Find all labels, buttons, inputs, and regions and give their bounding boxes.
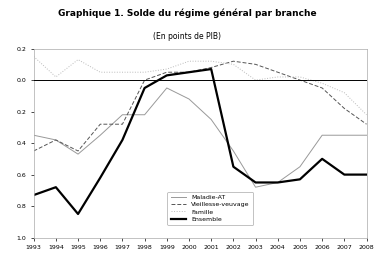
Vieillesse-veuvage [231,60,236,63]
Line: Maladie-AT: Maladie-AT [34,88,367,187]
Ensemble [53,185,58,189]
Famille [76,58,80,61]
Maladie-AT [142,113,147,116]
Famille [298,75,302,79]
Vieillesse-veuvage [276,71,280,74]
Vieillesse-veuvage [165,71,169,74]
Maladie-AT [165,86,169,90]
Famille [231,63,236,66]
Maladie-AT [76,153,80,156]
Maladie-AT [342,134,347,137]
Vieillesse-veuvage [364,123,369,126]
Famille [98,71,102,74]
Text: (En points de PIB): (En points de PIB) [153,32,221,41]
Famille [120,71,125,74]
Famille [142,71,147,74]
Ensemble [253,181,258,184]
Maladie-AT [320,134,324,137]
Maladie-AT [98,134,102,137]
Ensemble [209,68,214,71]
Ensemble [142,86,147,90]
Vieillesse-veuvage [98,123,102,126]
Ensemble [231,165,236,168]
Line: Famille: Famille [34,56,367,115]
Famille [276,75,280,79]
Ensemble [320,157,324,160]
Maladie-AT [364,134,369,137]
Famille [364,113,369,116]
Vieillesse-veuvage [76,149,80,153]
Ensemble [120,138,125,141]
Ensemble [31,193,36,197]
Famille [31,55,36,58]
Ensemble [364,173,369,176]
Vieillesse-veuvage [320,86,324,90]
Text: Graphique 1. Solde du régime général par branche: Graphique 1. Solde du régime général par… [58,8,316,18]
Maladie-AT [276,181,280,184]
Famille [187,60,191,63]
Ensemble [76,212,80,215]
Famille [342,91,347,94]
Maladie-AT [209,118,214,121]
Line: Ensemble: Ensemble [34,69,367,214]
Ensemble [98,176,102,179]
Ensemble [298,178,302,181]
Maladie-AT [231,149,236,153]
Vieillesse-veuvage [142,79,147,82]
Maladie-AT [187,97,191,101]
Vieillesse-veuvage [187,71,191,74]
Ensemble [165,74,169,77]
Famille [320,82,324,85]
Maladie-AT [120,113,125,116]
Vieillesse-veuvage [253,63,258,66]
Line: Vieillesse-veuvage: Vieillesse-veuvage [34,61,367,151]
Ensemble [342,173,347,176]
Ensemble [276,181,280,184]
Vieillesse-veuvage [209,66,214,69]
Maladie-AT [253,185,258,189]
Vieillesse-veuvage [342,107,347,110]
Vieillesse-veuvage [31,149,36,153]
Famille [209,60,214,63]
Famille [165,68,169,71]
Vieillesse-veuvage [298,79,302,82]
Ensemble [187,71,191,74]
Vieillesse-veuvage [120,123,125,126]
Maladie-AT [53,138,58,141]
Maladie-AT [298,165,302,168]
Famille [253,79,258,82]
Maladie-AT [31,134,36,137]
Vieillesse-veuvage [53,138,58,141]
Famille [53,75,58,79]
Legend: Maladie-AT, Vieillesse-veuvage, Famille, Ensemble: Maladie-AT, Vieillesse-veuvage, Famille,… [168,192,253,225]
